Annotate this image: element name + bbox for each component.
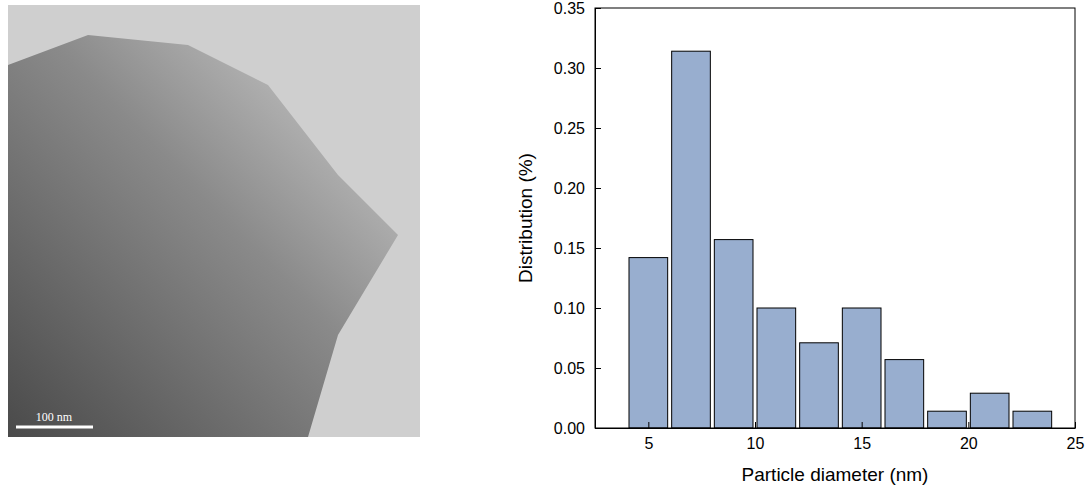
y-axis-line <box>595 9 596 429</box>
y-tick: 0.10 <box>554 300 601 317</box>
scale-bar-label: 100 nm <box>36 410 73 424</box>
x-tick: 10 <box>747 422 765 452</box>
x-tick-label: 15 <box>853 435 871 452</box>
y-tick-mark <box>595 368 601 369</box>
x-tick: 25 <box>1067 422 1085 452</box>
canvas: 100 nm5101520250.000.050.100.150.200.250… <box>0 0 1091 493</box>
y-tick-label: 0.05 <box>554 360 585 377</box>
y-tick-mark <box>595 428 601 429</box>
x-tick-mark <box>648 422 649 428</box>
x-axis-line <box>596 428 1076 429</box>
micrograph: 100 nm <box>8 5 420 437</box>
y-tick-mark <box>595 248 601 249</box>
bar <box>928 411 967 428</box>
y-tick: 0.05 <box>554 360 601 377</box>
y-tick-label: 0.10 <box>554 300 585 317</box>
y-tick-mark <box>595 8 601 9</box>
bar <box>757 308 796 428</box>
x-tick: 15 <box>853 422 871 452</box>
bar <box>672 51 711 428</box>
plot-area <box>629 51 1052 428</box>
x-tick: 20 <box>960 422 978 452</box>
bar <box>629 258 668 428</box>
scale-bar <box>16 426 93 429</box>
y-tick-label: 0.20 <box>554 180 585 197</box>
y-tick: 0.25 <box>554 120 601 137</box>
y-tick-mark <box>595 188 601 189</box>
y-tick-mark <box>595 308 601 309</box>
bar <box>885 360 924 428</box>
x-axis: 5 10 15 20 25 <box>596 422 1085 452</box>
x-tick-mark <box>968 422 969 428</box>
bar <box>714 240 753 428</box>
y-tick: 0.35 <box>554 0 601 17</box>
x-tick-label: 25 <box>1067 435 1085 452</box>
x-tick-label: 20 <box>960 435 978 452</box>
x-tick-mark <box>755 422 756 428</box>
y-tick-label: 0.00 <box>554 420 585 437</box>
y-tick-mark <box>595 68 601 69</box>
y-axis: 0.00 0.05 0.10 0.15 0.20 0.25 0.30 0.35 <box>554 0 601 437</box>
y-tick-label: 0.25 <box>554 120 585 137</box>
x-tick-label: 10 <box>747 435 765 452</box>
bar <box>970 393 1009 428</box>
y-axis-title: Distribution (%) <box>515 153 536 283</box>
micrograph-sample <box>8 35 398 437</box>
x-tick-mark <box>1075 422 1076 428</box>
y-tick-label: 0.30 <box>554 60 585 77</box>
x-axis-title: Particle diameter (nm) <box>742 464 929 485</box>
x-tick: 5 <box>644 422 653 452</box>
y-tick: 0.20 <box>554 180 601 197</box>
y-tick-label: 0.35 <box>554 0 585 17</box>
micrograph-background <box>8 5 420 437</box>
x-tick-label: 5 <box>644 435 653 452</box>
y-tick: 0.00 <box>554 420 601 437</box>
x-tick-mark <box>862 422 863 428</box>
bar <box>842 308 881 428</box>
y-tick: 0.15 <box>554 240 601 257</box>
y-tick-label: 0.15 <box>554 240 585 257</box>
bar <box>1013 411 1052 428</box>
plot-frame <box>595 8 1075 428</box>
y-tick: 0.30 <box>554 60 601 77</box>
y-tick-mark <box>595 128 601 129</box>
bar <box>800 343 839 428</box>
